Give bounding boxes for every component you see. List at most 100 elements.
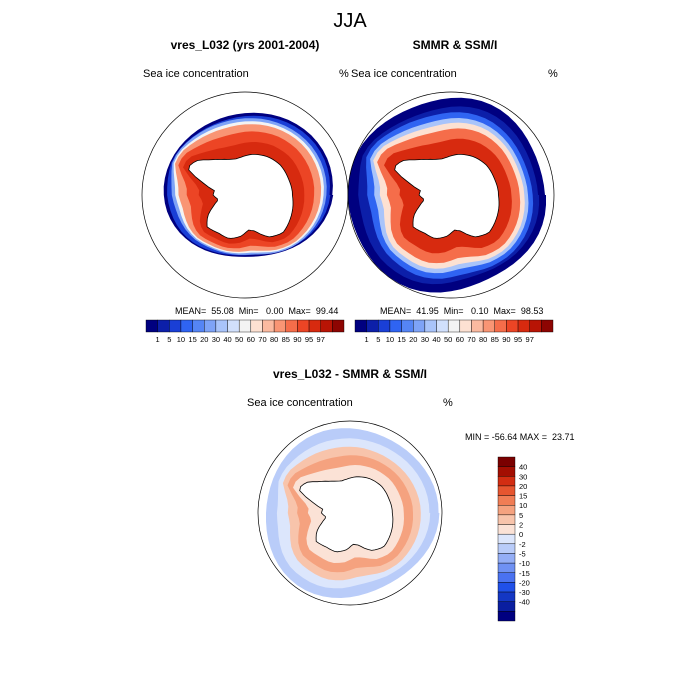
- panel1-colorbar-tick-label: 15: [188, 335, 196, 344]
- panel2-colorbar-swatch: [413, 319, 426, 333]
- panel3-map-frame: [257, 420, 443, 606]
- panel3-colorbar-swatch: [497, 543, 516, 554]
- panel1-colorbar-swatch: [308, 319, 321, 333]
- panel2-colorbar-swatch: [517, 319, 530, 333]
- panel3-title: vres_L032 - SMMR & SSM/I: [272, 367, 428, 381]
- panel3-colorbar-tick-label: 0: [519, 530, 523, 539]
- panel1-units: %: [339, 68, 349, 80]
- panel2-units: %: [548, 68, 558, 80]
- panel2-colorbar-tick-label: 10: [386, 335, 394, 344]
- panel2-colorbar-tick-label: 95: [514, 335, 522, 344]
- panel1-colorbar-tick-label: 50: [235, 335, 243, 344]
- panel2-map: [347, 91, 555, 299]
- panel1-colorbar-tick-label: 20: [200, 335, 208, 344]
- panel1-title: vres_L032 (yrs 2001-2004): [170, 38, 320, 52]
- panel3-colorbar-swatch: [497, 533, 516, 545]
- panel2-colorbar-swatch: [506, 319, 519, 333]
- panel2-map-frame: [347, 91, 555, 299]
- panel1-colorbar-tick-label: 70: [258, 335, 266, 344]
- panel3-colorbar-tick-label: 10: [519, 501, 527, 510]
- panel3-colorbar-tick-label: 20: [519, 482, 527, 491]
- panel2-left-label: Sea ice concentration: [351, 68, 457, 80]
- panel1-map-antarctica: [188, 154, 294, 239]
- panel3-colorbar-tick-label: 2: [519, 521, 523, 530]
- panel2-colorbar-swatch: [471, 319, 484, 333]
- panel2-colorbar-swatch: [366, 319, 379, 333]
- panel2-colorbar-swatch: [389, 319, 402, 333]
- panel2-colorbar-tick-label: 30: [421, 335, 429, 344]
- panel1-left-label: Sea ice concentration: [143, 68, 249, 80]
- panel3-colorbar-swatch: [497, 562, 516, 573]
- panel1-colorbar: 1 5 10 15 20 30 40 50 60 70 80 85 90 95 97: [145, 319, 345, 344]
- panel3-colorbar-tick-label: -2: [519, 540, 526, 549]
- panel1-stats: MEAN= 55.08 Min= 0.00 Max= 99.44: [175, 306, 339, 316]
- panel3-map-antarctica: [299, 476, 394, 553]
- panel3-colorbar-swatch: [497, 553, 516, 564]
- panel2-colorbar-swatch: [378, 319, 391, 333]
- panel1-colorbar-tick-label: 90: [293, 335, 301, 344]
- panel3-colorbar-swatch: [497, 485, 516, 496]
- panel3-colorbar-swatch: [497, 524, 516, 535]
- panel3-colorbar-swatch: [497, 591, 516, 602]
- panel2-stats: MEAN= 41.95 Min= 0.10 Max= 98.53: [380, 306, 544, 316]
- main-title: JJA: [333, 10, 367, 32]
- panel1-colorbar-tick-label: 95: [305, 335, 313, 344]
- panel3-colorbar-swatch: [497, 514, 516, 525]
- panel3-stats: MIN = -56.64 MAX = 23.71: [465, 432, 575, 442]
- panel3-colorbar-tick-label: -30: [519, 588, 530, 597]
- panel3-colorbar-tick-label: -15: [519, 569, 530, 578]
- panel2-colorbar-swatch: [424, 319, 437, 333]
- panel1-colorbar-tick-label: 5: [167, 335, 171, 344]
- panel1-colorbar-tick-label: 1: [156, 335, 160, 344]
- panel3-colorbar-swatch: [497, 572, 516, 583]
- panel3-map: [257, 420, 443, 606]
- panel2-colorbar-tick-label: 80: [479, 335, 487, 344]
- panel3-colorbar-swatch: [497, 582, 516, 593]
- panel2-colorbar-tick-label: 50: [444, 335, 452, 344]
- panel3-units: %: [443, 397, 453, 409]
- panel3-colorbar-swatch: [497, 505, 516, 516]
- panel3-colorbar-tick-label: 30: [519, 472, 527, 481]
- panel1-colorbar-swatch: [204, 319, 217, 333]
- panel1-colorbar-swatch: [157, 319, 170, 333]
- panel2-colorbar-swatch: [459, 319, 472, 333]
- panel1-colorbar-swatch: [332, 319, 345, 333]
- panel3-colorbar-swatch: [497, 466, 516, 477]
- panel2-colorbar-tick-label: 20: [409, 335, 417, 344]
- panel1-colorbar-swatch: [285, 319, 298, 333]
- panel2-colorbar-tick-label: 1: [365, 335, 369, 344]
- panel1-colorbar-tick-label: 85: [282, 335, 290, 344]
- panel2-colorbar-tick-label: 85: [491, 335, 499, 344]
- panel1-colorbar-tick-label: 40: [223, 335, 231, 344]
- panel1-colorbar-swatch: [273, 319, 286, 333]
- panel3-colorbar-tick-label: 40: [519, 463, 527, 472]
- panel3-colorbar-swatch: [497, 611, 516, 622]
- panel2-colorbar-tick-label: 60: [456, 335, 464, 344]
- panel1-colorbar-tick-label: 97: [317, 335, 325, 344]
- panel1-colorbar-tick-label: 80: [270, 335, 278, 344]
- panel1-colorbar-swatch: [227, 319, 240, 333]
- panel1-colorbar-swatch: [192, 319, 205, 333]
- panel3-colorbar-swatch: [497, 601, 516, 612]
- panel2-colorbar-swatch: [354, 319, 367, 333]
- panel1-colorbar-tick-label: 60: [247, 335, 255, 344]
- panel1-colorbar-swatch: [169, 319, 182, 333]
- panel1-colorbar-swatch: [145, 319, 158, 333]
- panel3-colorbar-tick-label: 5: [519, 511, 523, 520]
- panel2-map-antarctica: [394, 154, 500, 239]
- panel2-colorbar-tick-label: 5: [376, 335, 380, 344]
- panel2-colorbar-swatch: [401, 319, 414, 333]
- panel1-colorbar-swatch: [262, 319, 275, 333]
- panel3-colorbar-tick-label: -40: [519, 598, 530, 607]
- panel3-colorbar-tick-label: -5: [519, 549, 526, 558]
- panel1-colorbar-swatch: [180, 319, 193, 333]
- panel2-colorbar-tick-label: 90: [502, 335, 510, 344]
- panel2-colorbar-swatch: [541, 319, 554, 333]
- panel2-colorbar-tick-label: 97: [526, 335, 534, 344]
- panel2-colorbar-tick-label: 40: [432, 335, 440, 344]
- panel2-colorbar-swatch: [529, 319, 542, 333]
- panel1-colorbar-swatch: [250, 319, 263, 333]
- panel1-colorbar-swatch: [238, 319, 252, 333]
